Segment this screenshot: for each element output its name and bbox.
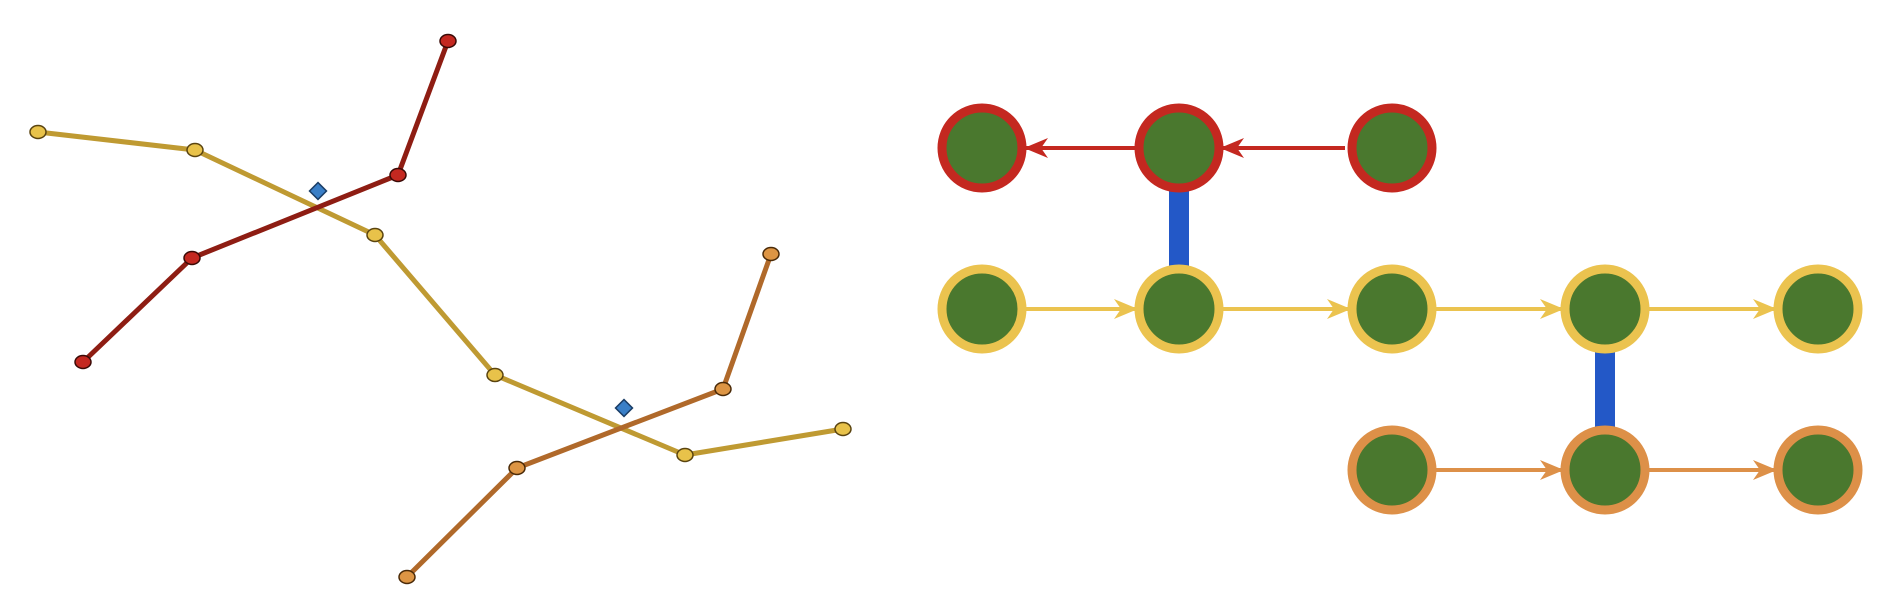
road-node (714, 381, 732, 397)
road-node (762, 246, 780, 262)
road-node (389, 167, 407, 183)
diamond-icon (614, 398, 634, 418)
lane-node (1347, 425, 1437, 515)
lane-row-middle (937, 264, 1863, 354)
road-yellow-upper (29, 124, 498, 378)
road-yellow-upper-line (35, 129, 498, 378)
lane-row-bottom (1347, 425, 1863, 515)
road-yellow-lower-line (492, 372, 846, 458)
lane-node (1773, 425, 1863, 515)
road-node (29, 124, 47, 140)
road-node (676, 447, 694, 463)
road-node (186, 142, 204, 158)
road-orange-line (404, 251, 774, 580)
lane-node (937, 103, 1027, 193)
road-node (74, 354, 92, 370)
lane-node (1347, 264, 1437, 354)
road-node (183, 250, 201, 266)
road-node (439, 33, 457, 49)
lane-node (1773, 264, 1863, 354)
lane-node (1560, 264, 1650, 354)
lane-node (1134, 264, 1224, 354)
road-network (29, 33, 852, 585)
lane-node (937, 264, 1027, 354)
road-node (508, 460, 526, 476)
lane-node (1134, 103, 1224, 193)
diamond-icon (308, 181, 328, 201)
lane-node (1347, 103, 1437, 193)
lane-row-top (937, 103, 1437, 193)
road-orange (398, 246, 780, 585)
road-red (74, 33, 457, 370)
lane-node (1560, 425, 1650, 515)
road-node (398, 569, 416, 585)
road-yellow-lower (492, 372, 846, 458)
road-red-line (80, 38, 451, 365)
lane-graph (937, 103, 1863, 515)
road-node (366, 227, 384, 243)
road-node (834, 421, 852, 437)
road-node (486, 367, 504, 383)
